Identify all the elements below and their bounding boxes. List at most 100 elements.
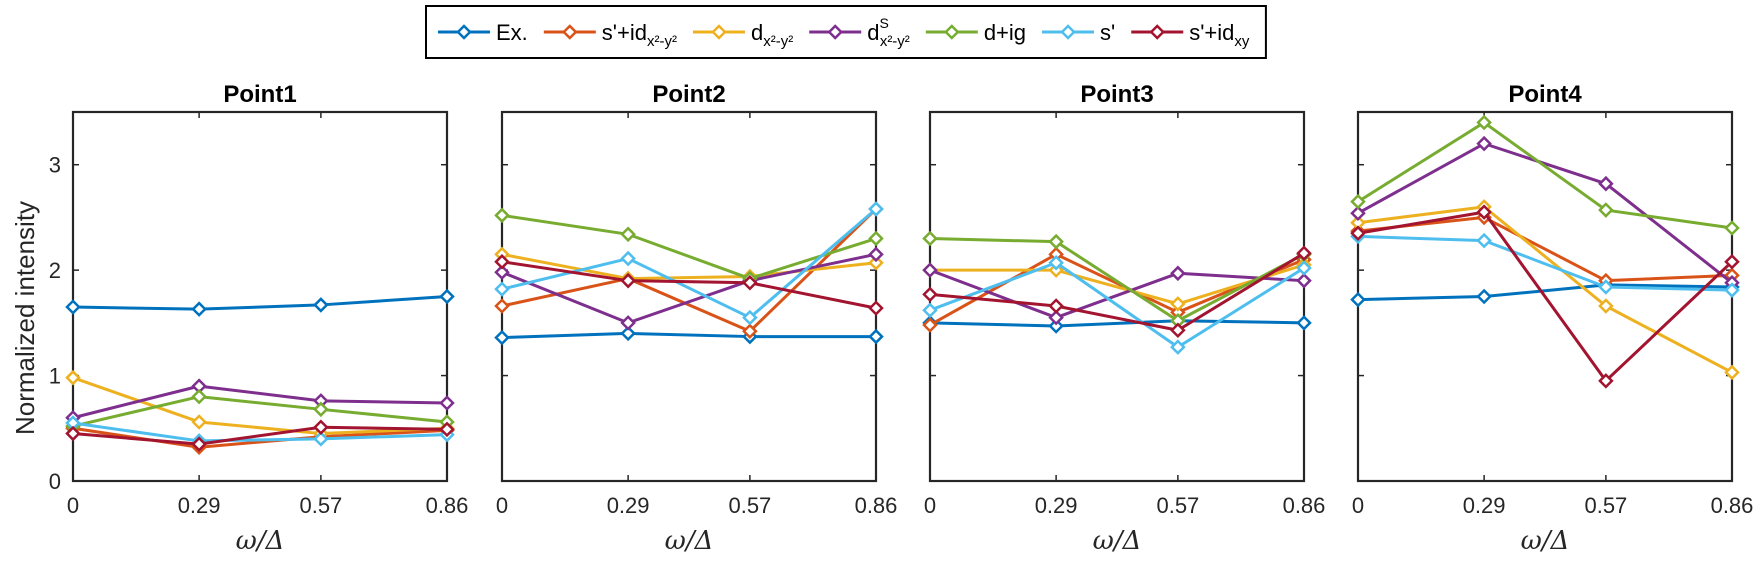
x-axis-label: ω/Δ: [1093, 526, 1142, 556]
series-line: [1357, 234, 1733, 292]
x-tick-label: 0.57: [1584, 493, 1627, 518]
legend-entry-dS: dS x²-y²: [809, 15, 910, 50]
legend-swatch-marker: [711, 24, 727, 40]
data-point: [494, 298, 510, 314]
series-4: [1350, 114, 1740, 236]
data-point: [1350, 291, 1366, 308]
data-point: [868, 246, 884, 263]
series-line: [501, 252, 877, 281]
series-line: [501, 252, 877, 325]
series-line: [501, 207, 877, 320]
series-5: [922, 254, 1312, 355]
series-line: [72, 395, 448, 428]
panel-title: Point4: [1508, 81, 1582, 108]
data-point: [1296, 260, 1312, 276]
legend: Ex. s'+idx²-y² dx²-y² dS x²-y² d+ig s' s'+idxy: [425, 5, 1267, 59]
data-point: [494, 264, 510, 281]
data-point: [1350, 205, 1366, 221]
data-point: [1048, 254, 1064, 271]
series-3: [1350, 135, 1740, 291]
legend-swatch-marker: [562, 24, 578, 40]
x-axis-label: ω/Δ: [236, 526, 285, 556]
data-point: [620, 272, 636, 289]
series-line: [1357, 205, 1733, 374]
x-tick-label: 0: [496, 493, 508, 518]
x-tick-label: 0.86: [855, 493, 898, 518]
legend-label: d+ig: [984, 20, 1026, 45]
panel-2: Point2 0 0.29 0.57 0.86 ω/Δ: [494, 81, 898, 556]
series-0: [65, 288, 455, 317]
legend-swatch-marker: [944, 24, 960, 40]
legend-swatch-marker: [1149, 24, 1166, 40]
data-point: [1724, 282, 1740, 298]
data-point: [313, 431, 329, 447]
data-point: [620, 325, 636, 342]
data-point: [922, 286, 938, 303]
series-line: [72, 421, 448, 443]
series-0: [1350, 277, 1740, 308]
x-tick-label: 0.86: [1711, 493, 1754, 518]
series-line: [930, 263, 1305, 306]
data-point: [1724, 364, 1740, 381]
panel-3: Point3 0 0.29 0.57 0.86 ω/Δ: [922, 81, 1325, 556]
data-point: [439, 421, 455, 438]
data-point: [1724, 220, 1740, 236]
data-point: [1350, 225, 1366, 242]
legend-swatch-marker: [1060, 24, 1076, 40]
series-line: [929, 261, 1305, 349]
data-point: [868, 300, 884, 316]
data-point: [742, 309, 758, 326]
data-point: [620, 226, 636, 243]
data-point: [494, 253, 510, 270]
x-tick-label: 0.57: [1156, 493, 1199, 518]
data-point: [922, 262, 938, 278]
panel-4: Point4 0 0.29 0.57 0.86 ω/Δ: [1350, 81, 1754, 556]
panel-title: Point1: [223, 81, 296, 108]
legend-entry-d: dx²-y²: [692, 20, 793, 50]
series-line: [1357, 210, 1734, 383]
data-point: [1296, 315, 1312, 331]
data-point: [1598, 298, 1614, 314]
x-tick-label: 0.29: [607, 493, 650, 518]
data-point: [1598, 202, 1614, 218]
series-6: [1350, 204, 1740, 389]
legend-entry-dig: d+ig: [925, 20, 1026, 45]
data-point: [1048, 318, 1064, 334]
legend-label: s': [1100, 20, 1115, 45]
data-point: [1170, 339, 1186, 355]
data-point: [494, 207, 510, 224]
data-point: [1350, 193, 1366, 210]
x-tick-label: 0: [67, 493, 79, 518]
x-tick-label: 0.29: [178, 493, 221, 518]
data-point: [65, 299, 81, 315]
series-6: [494, 253, 884, 316]
data-point: [620, 250, 636, 267]
data-point: [922, 230, 938, 247]
panel-title: Point2: [652, 81, 725, 108]
x-axis-label: ω/Δ: [665, 526, 714, 556]
series-line: [72, 425, 448, 446]
x-tick-label: 0.57: [299, 493, 342, 518]
data-point: [868, 201, 884, 217]
data-point: [313, 401, 329, 418]
y-tick-label: 0: [49, 469, 61, 494]
data-point: [1476, 232, 1492, 249]
legend-swatch-marker: [827, 24, 843, 40]
data-point: [1170, 265, 1186, 282]
series-line: [1357, 283, 1733, 302]
series-3: [922, 262, 1312, 326]
data-point: [922, 317, 938, 333]
data-point: [742, 323, 758, 340]
data-point: [1724, 253, 1740, 270]
data-point: [191, 414, 207, 430]
series-line: [501, 260, 877, 310]
x-tick-label: 0.29: [1463, 493, 1506, 518]
series-line: [929, 319, 1305, 328]
data-point: [1476, 288, 1492, 305]
data-point: [313, 297, 329, 313]
series-3: [494, 246, 884, 331]
data-point: [868, 254, 884, 271]
data-point: [868, 328, 884, 345]
data-point: [439, 395, 455, 411]
